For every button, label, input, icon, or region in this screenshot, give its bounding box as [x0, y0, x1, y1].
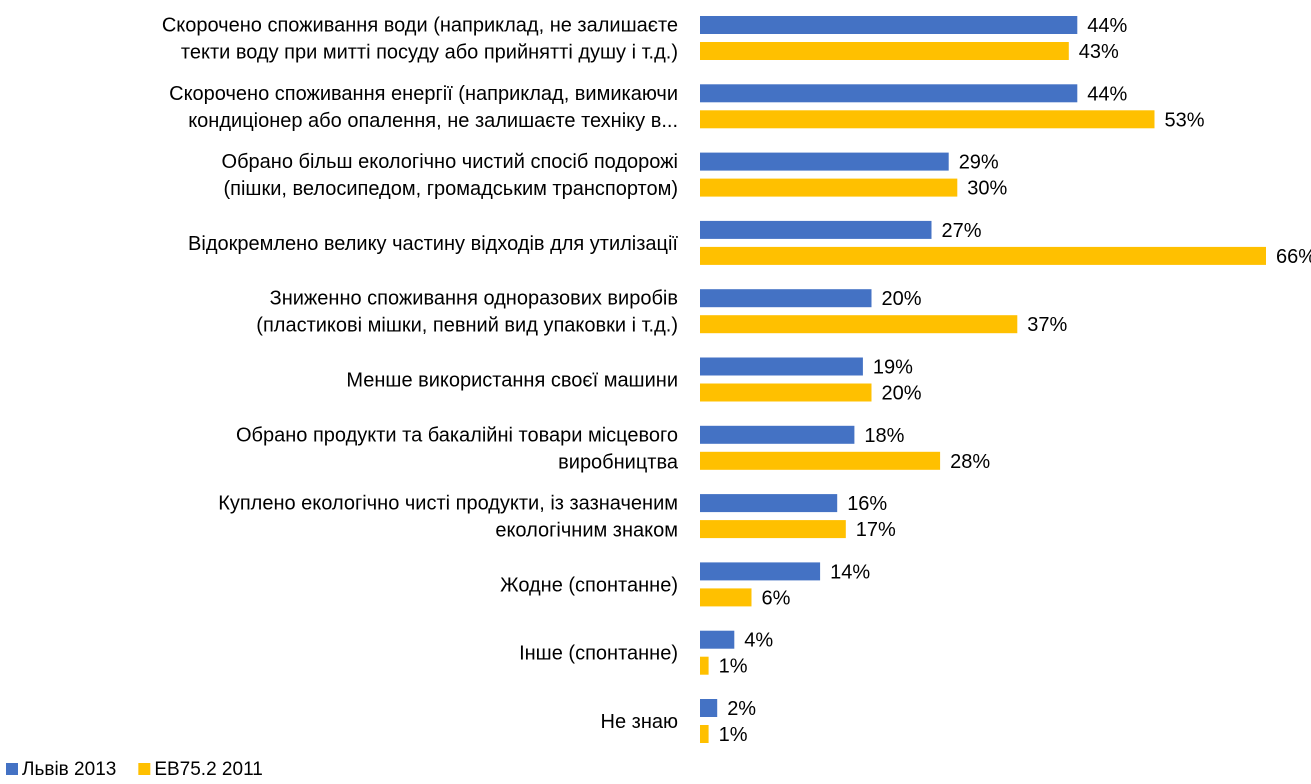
bar-series-1: [700, 289, 872, 308]
value-label: 16%: [847, 493, 887, 515]
value-label: 43%: [1079, 41, 1119, 63]
bar-series-2: [700, 520, 846, 539]
category-label-line: текти воду при митті посуду або прийнятт…: [181, 42, 678, 64]
bar-series-2: [700, 110, 1155, 129]
legend-label: Львів 2013: [22, 759, 116, 780]
bar-series-2: [700, 42, 1069, 60]
value-label: 18%: [864, 425, 904, 447]
value-label: 14%: [830, 561, 870, 583]
value-label: 66%: [1276, 246, 1311, 268]
bar-series-2: [700, 315, 1018, 334]
value-label: 29%: [959, 152, 999, 174]
value-label: 1%: [719, 656, 748, 678]
bars: [700, 16, 1266, 743]
bar-series-2: [700, 178, 958, 197]
category-label-line: (пішки, велосипедом, громадським транспо…: [223, 178, 678, 200]
category-label: Інше (спонтанне): [519, 643, 678, 665]
category-labels: Скорочено споживання води (наприклад, не…: [162, 15, 679, 734]
value-label: 44%: [1087, 15, 1127, 37]
category-label-line: Не знаю: [601, 711, 678, 733]
value-label: 1%: [719, 724, 748, 746]
bar-series-1: [700, 425, 855, 444]
bar-series-2: [700, 656, 709, 675]
bar-series-2: [700, 588, 752, 607]
value-label: 19%: [873, 357, 913, 379]
category-label: Обрано більш екологічно чистий спосіб по…: [222, 151, 678, 200]
category-label-line: Скорочено споживання води (наприклад, не…: [162, 15, 678, 37]
value-label: 53%: [1165, 109, 1205, 131]
category-label: Скорочено споживання води (наприклад, не…: [162, 15, 678, 64]
category-label-line: Куплено екологічно чисті продукти, із за…: [218, 493, 678, 515]
value-label: 20%: [882, 383, 922, 405]
legend: Львів 2013 EB75.2 2011: [6, 759, 263, 780]
category-label: Куплено екологічно чисті продукти, із за…: [218, 493, 678, 542]
category-label-line: Обрано продукти та бакалійні товари місц…: [236, 424, 678, 446]
bar-series-1: [700, 630, 735, 649]
bar-series-2: [700, 246, 1266, 265]
bar-series-1: [700, 220, 932, 239]
category-label: Обрано продукти та бакалійні товари місц…: [236, 424, 679, 473]
category-label-line: Інше (спонтанне): [519, 643, 678, 665]
category-label-line: Обрано більш екологічно чистий спосіб по…: [222, 151, 678, 173]
category-label: Скорочено споживання енергії (наприклад,…: [169, 83, 678, 132]
category-label-line: екологічним знаком: [495, 520, 678, 542]
category-label: Відокремлено велику частину відходів для…: [188, 233, 678, 255]
value-label: 37%: [1027, 314, 1067, 336]
value-label: 20%: [882, 288, 922, 310]
bar-series-2: [700, 725, 709, 743]
bar-series-2: [700, 451, 941, 470]
value-label: 17%: [856, 519, 896, 541]
value-label: 28%: [950, 451, 990, 473]
legend-swatch: [6, 763, 18, 775]
bar-series-1: [700, 562, 821, 581]
bar-series-1: [700, 84, 1078, 103]
bar-series-1: [700, 699, 718, 717]
category-label-line: Зниженно споживання одноразових виробів: [270, 288, 678, 310]
value-label: 30%: [967, 178, 1007, 200]
value-label: 44%: [1087, 83, 1127, 105]
bar-series-1: [700, 152, 949, 171]
category-label: Менше використання своєї машини: [346, 370, 678, 392]
legend-label: EB75.2 2011: [154, 759, 262, 780]
category-label: Зниженно споживання одноразових виробів (…: [256, 288, 678, 337]
bar-series-1: [700, 16, 1078, 34]
category-label-line: Жодне (спонтанне): [500, 574, 678, 596]
bar-series-1: [700, 357, 863, 376]
value-label: 6%: [762, 587, 791, 609]
category-label: Жодне (спонтанне): [500, 574, 678, 596]
value-label: 4%: [744, 630, 773, 652]
bar-series-1: [700, 494, 838, 513]
category-label-line: Відокремлено велику частину відходів для…: [188, 233, 678, 255]
value-label: 27%: [942, 220, 982, 242]
category-label-line: кондиціонер або опалення, не залишаєте т…: [188, 110, 678, 132]
bar-series-2: [700, 383, 872, 402]
value-label: 2%: [727, 698, 756, 720]
legend-swatch: [138, 763, 151, 775]
category-label-line: Менше використання своєї машини: [346, 370, 678, 392]
value-labels: 44% 43% 44% 53% 29% 30% 27% 66% 20% 37% 19% 20% 18% 2…: [719, 15, 1311, 746]
category-label-line: виробництва: [558, 451, 679, 473]
category-label-line: (пластикові мішки, певний вид упаковки і…: [256, 315, 678, 337]
category-label-line: Скорочено споживання енергії (наприклад,…: [169, 83, 678, 105]
category-label: Не знаю: [601, 711, 678, 733]
